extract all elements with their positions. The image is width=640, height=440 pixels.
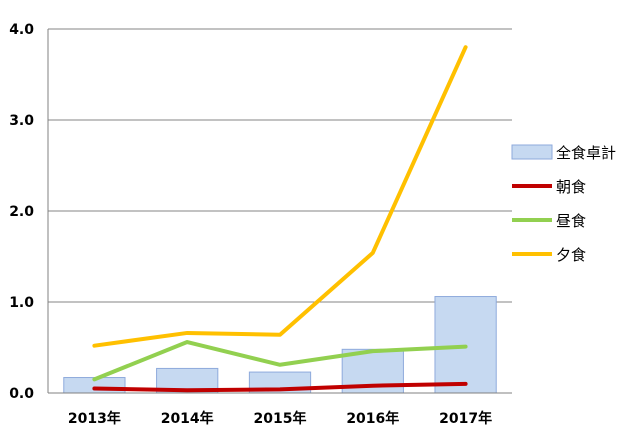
gridlines (48, 28, 512, 303)
y-tick-label: 3.0 (9, 113, 34, 129)
x-tick-label: 2015年 (254, 410, 307, 427)
line-series (92, 45, 468, 393)
line-series-2 (92, 340, 468, 382)
legend-label: 全食卓計 (556, 144, 616, 162)
y-tick-label: 0.0 (9, 386, 34, 402)
x-tick-label: 2016年 (346, 410, 399, 427)
legend-label: 昼食 (556, 212, 586, 230)
x-axis-ticks: 2013年 2014年 2015年 2016年 2017年 (68, 410, 492, 427)
x-tick-label: 2017年 (439, 410, 492, 427)
y-tick-label: 1.0 (9, 295, 34, 311)
line-series-3 (92, 45, 468, 348)
legend-label: 夕食 (556, 246, 586, 264)
x-tick-label: 2014年 (161, 410, 214, 427)
line-series-1 (92, 381, 468, 393)
legend-swatch (511, 144, 553, 160)
y-tick-label: 2.0 (9, 204, 34, 220)
x-tick-label: 2013年 (68, 410, 121, 427)
bar-series (63, 296, 497, 394)
legend-label: 朝食 (556, 178, 586, 196)
y-tick-label: 4.0 (9, 22, 34, 38)
y-axis-ticks: 0.0 1.0 2.0 3.0 4.0 (9, 22, 34, 402)
